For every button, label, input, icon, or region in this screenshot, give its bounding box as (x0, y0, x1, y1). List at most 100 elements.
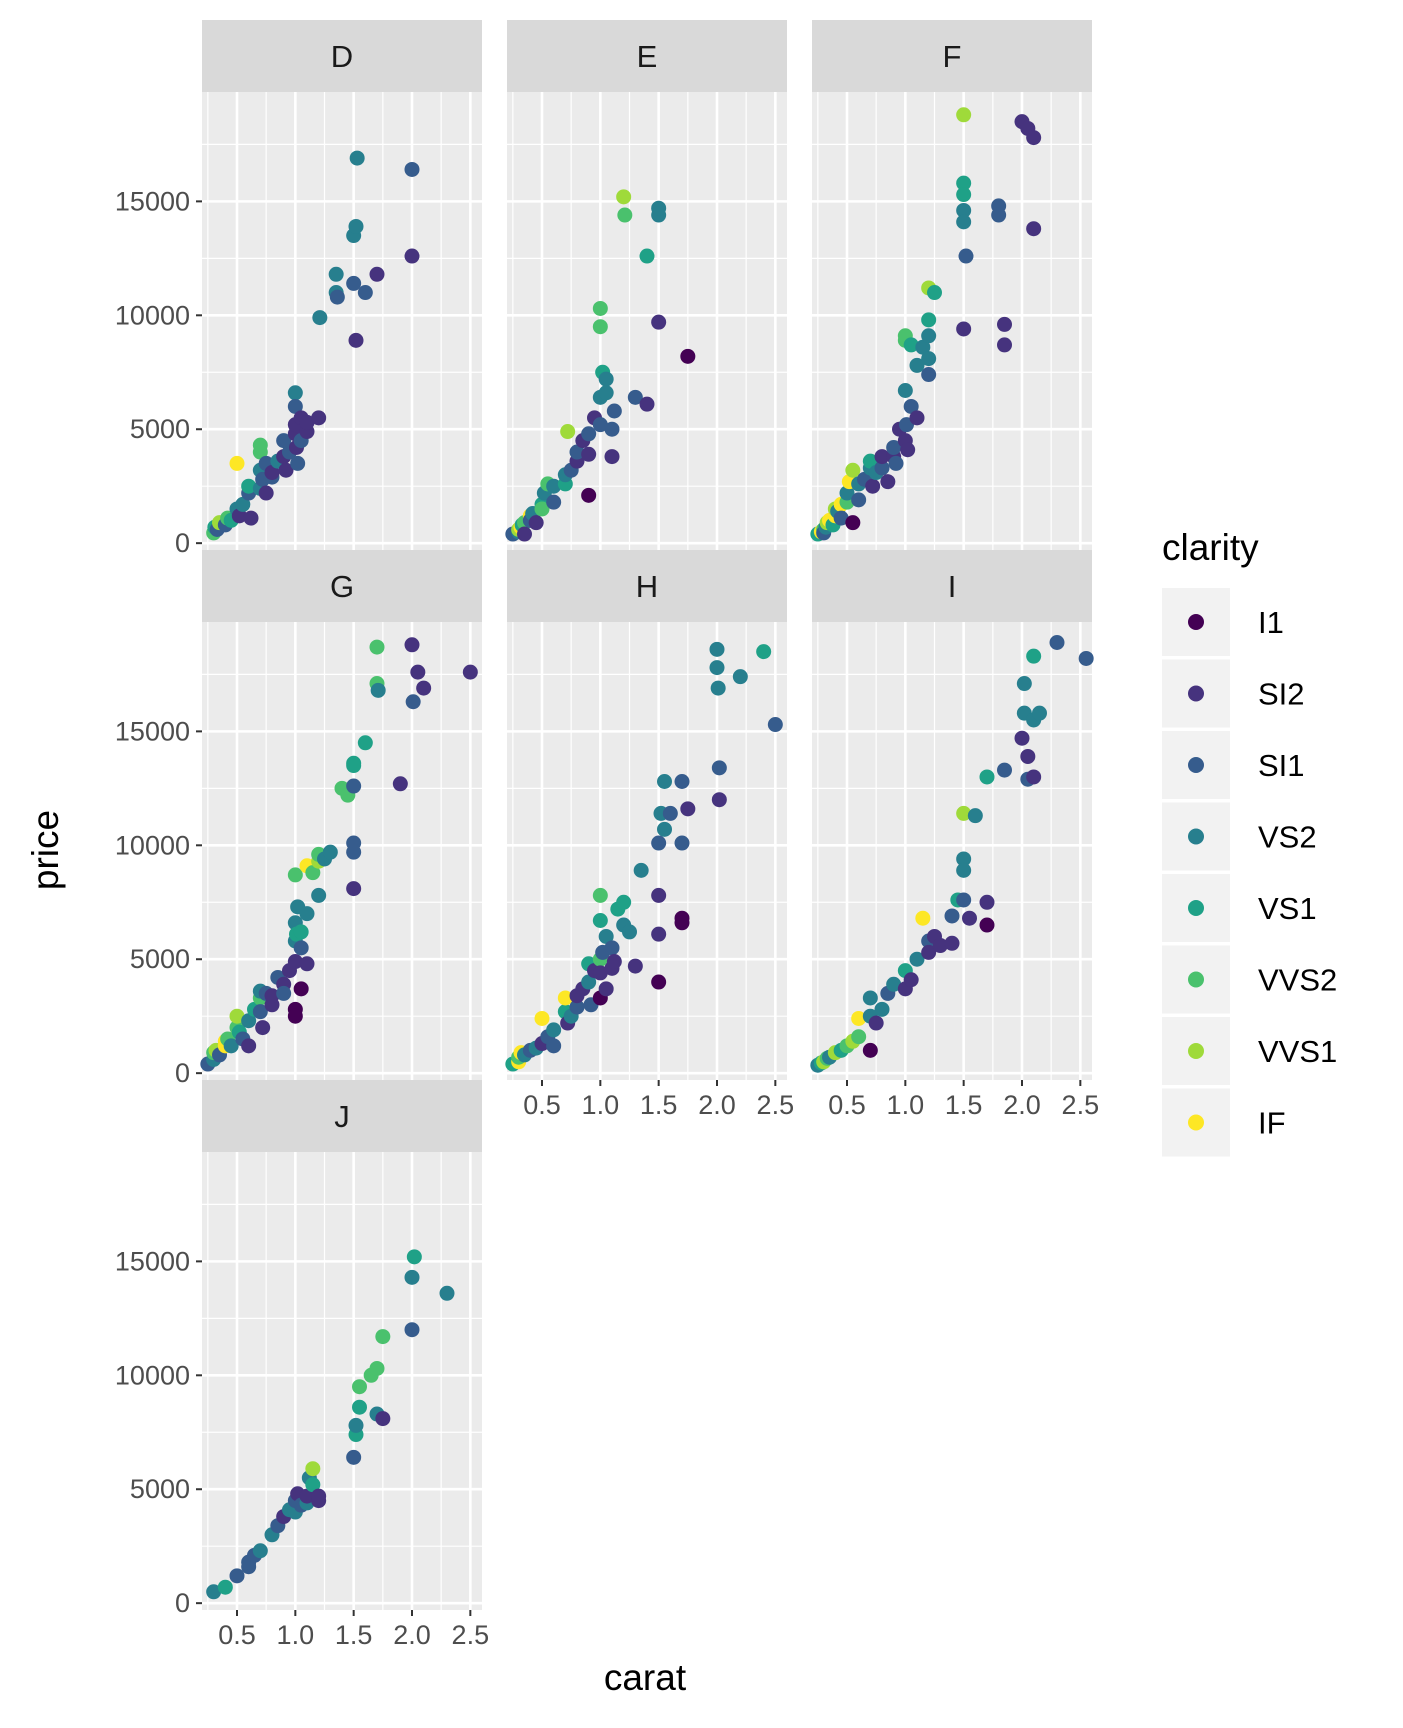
data-point (897, 382, 913, 398)
x-tick-label: 1.5 (945, 1090, 983, 1120)
data-point (662, 805, 678, 821)
panel-background (202, 622, 482, 1080)
data-point (217, 1579, 233, 1595)
data-point (369, 266, 385, 282)
data-point (592, 417, 608, 433)
legend-label: SI1 (1258, 748, 1305, 783)
data-point (709, 660, 725, 676)
data-point (406, 1249, 422, 1265)
data-point (311, 410, 327, 426)
data-point (346, 758, 362, 774)
facet-panel-H: H 0.5 1.0 1.5 2.0 2.5 (505, 550, 794, 1120)
legend-label: SI2 (1258, 677, 1305, 712)
data-point (346, 1449, 362, 1465)
data-point (886, 976, 902, 992)
data-point (862, 1042, 878, 1058)
data-point (404, 1269, 420, 1285)
data-point (956, 805, 972, 821)
data-point (592, 887, 608, 903)
facet-strip (202, 550, 482, 622)
y-tick-label: 15000 (115, 1246, 190, 1276)
data-point (569, 444, 585, 460)
panel-background (202, 1152, 482, 1610)
x-tick-label: 2.0 (1003, 1090, 1041, 1120)
data-point (1016, 676, 1032, 692)
data-point (287, 385, 303, 401)
data-point (1032, 705, 1047, 721)
data-point (604, 449, 620, 465)
data-point (546, 494, 562, 510)
facet-strip-label: E (637, 39, 658, 74)
legend-key-SI1 (1188, 757, 1204, 773)
data-point (651, 314, 667, 330)
data-point (997, 762, 1012, 778)
y-tick-label: 5000 (130, 1474, 190, 1504)
data-point (404, 161, 420, 177)
legend-label: IF (1258, 1106, 1286, 1141)
legend-key-IF (1188, 1114, 1204, 1131)
legend-label: VS1 (1258, 891, 1317, 926)
data-point (264, 988, 280, 1004)
data-point (956, 175, 972, 191)
data-point (287, 954, 303, 970)
data-point (410, 664, 426, 680)
data-point (956, 187, 972, 203)
data-point (651, 200, 667, 216)
data-point (862, 990, 878, 1006)
data-point (349, 150, 365, 166)
data-point (680, 801, 696, 817)
data-point (287, 1008, 303, 1024)
data-point (592, 965, 608, 981)
data-point (231, 508, 247, 524)
y-tick-label: 5000 (130, 944, 190, 974)
data-point (243, 510, 259, 526)
y-tick-label: 10000 (115, 1360, 190, 1390)
data-point (604, 421, 620, 437)
data-point (592, 300, 608, 316)
x-tick-label: 1.0 (277, 1620, 315, 1650)
legend-title: clarity (1162, 527, 1259, 568)
x-tick-label: 1.0 (887, 1090, 925, 1120)
data-point (1014, 730, 1030, 746)
data-point (299, 414, 315, 430)
data-point (991, 207, 1007, 223)
y-tick-label: 0 (175, 1588, 190, 1618)
data-point (287, 867, 303, 883)
data-point (927, 285, 942, 301)
data-point (967, 808, 983, 824)
facet-strip (507, 20, 787, 92)
data-point (874, 460, 890, 476)
x-tick-label: 0.5 (218, 1620, 256, 1650)
data-point (305, 1461, 321, 1477)
data-point (352, 1399, 367, 1415)
panel-background (812, 622, 1092, 1080)
data-point (845, 462, 861, 478)
data-point (874, 449, 890, 465)
data-point (276, 433, 292, 449)
data-point (606, 954, 622, 970)
data-point (534, 1010, 550, 1026)
data-point (287, 398, 303, 414)
data-point (258, 485, 274, 501)
data-point (921, 367, 937, 383)
data-point (405, 694, 421, 710)
data-point (229, 1008, 245, 1024)
x-tick-label: 2.5 (757, 1090, 795, 1120)
x-tick-label: 1.0 (582, 1090, 620, 1120)
panel-background (507, 92, 787, 550)
data-point (958, 248, 974, 264)
data-point (598, 371, 614, 387)
data-point (979, 769, 995, 785)
data-point (732, 669, 748, 685)
y-tick-label: 15000 (115, 716, 190, 746)
data-point (290, 455, 306, 471)
data-point (1049, 635, 1065, 651)
data-point (348, 332, 364, 348)
data-point (956, 321, 972, 337)
data-point (674, 835, 690, 851)
facet-panel-I: I 0.5 1.0 1.5 2.0 2.5 (810, 550, 1099, 1120)
facet-strip-label: D (331, 39, 353, 74)
facet-strip (812, 20, 1092, 92)
data-point (305, 865, 321, 881)
data-point (560, 424, 576, 440)
